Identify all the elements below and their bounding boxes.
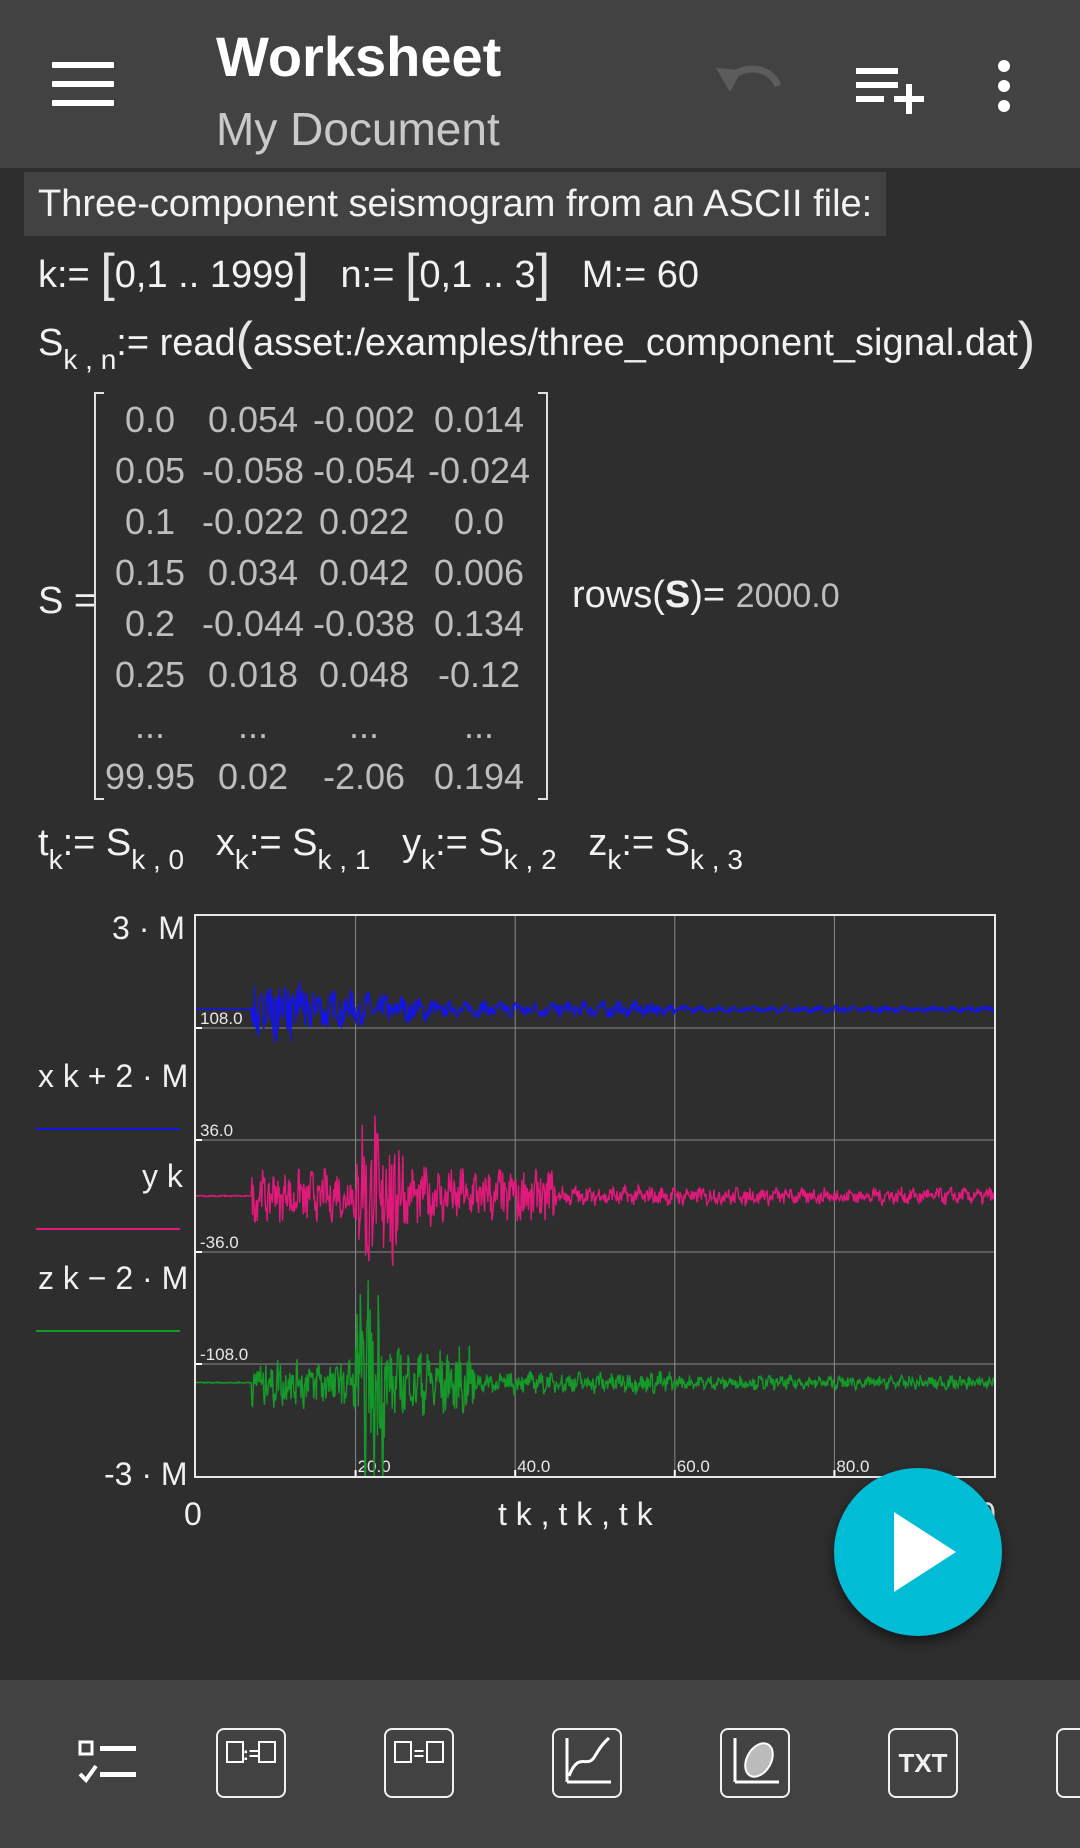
svg-text:=: = <box>414 1744 425 1764</box>
page-title: Worksheet <box>216 25 502 88</box>
text-cell[interactable]: Three-component seismogram from an ASCII… <box>24 172 887 236</box>
matrix-cell: 0.054 <box>207 398 299 440</box>
k-range-start: 0,1 <box>114 254 168 296</box>
matrix-cell: -0.044 <box>201 602 305 644</box>
y-max-label: 3 · M <box>112 910 185 946</box>
bottom-toolbar: := = TXT <box>0 1680 1080 1848</box>
legend-y-line <box>36 1228 180 1230</box>
undo-icon[interactable] <box>708 52 788 122</box>
matrix-cell: 0.014 <box>433 398 525 440</box>
rows-value: 2000.0 <box>735 577 840 615</box>
svg-text::=: := <box>243 1744 260 1764</box>
equation-icon[interactable]: = <box>384 1728 454 1798</box>
matrix-cell: 0.006 <box>433 551 525 593</box>
matrix-cell: 0.2 <box>124 602 176 644</box>
add-list-icon[interactable] <box>852 52 932 122</box>
file-path: asset:/examples/three_component_signal.d… <box>252 322 1018 364</box>
k-range-end: 1999 <box>209 254 295 296</box>
matrix-row: 0.05 -0.058 -0.054 -0.024 <box>100 445 536 496</box>
text-cell-button[interactable]: TXT <box>888 1728 958 1798</box>
matrix-cell: 0.034 <box>207 551 299 593</box>
y-tick-label: -36.0 <box>200 1233 239 1252</box>
worksheet: Three-component seismogram from an ASCII… <box>0 168 1080 1680</box>
3d-plot-icon[interactable] <box>720 1728 790 1798</box>
component-defs[interactable]: tk:= Sk , 0 xk:= Sk , 1 yk:= Sk , 2 zk:=… <box>38 822 743 875</box>
series-line-1 <box>195 1115 995 1266</box>
matrix-cell: 0.042 <box>318 551 410 593</box>
matrix-cell: 0.02 <box>217 755 289 797</box>
matrix-cell: -0.058 <box>201 449 305 491</box>
x-tick-label: 40.0 <box>517 1457 550 1476</box>
matrix-cell: 0.1 <box>124 500 176 542</box>
matrix-cell: -0.002 <box>312 398 416 440</box>
matrix-cell: 0.15 <box>114 551 186 593</box>
definition-icon[interactable]: := <box>216 1728 286 1798</box>
legend-z-line <box>36 1330 180 1332</box>
matrix-cell: -0.022 <box>201 500 305 542</box>
y-tick-label: -108.0 <box>200 1345 248 1364</box>
x-min-label: 0 <box>184 1496 202 1532</box>
menu-icon[interactable] <box>52 62 114 106</box>
matrix-cell: ... <box>134 704 165 746</box>
series-line-0 <box>195 980 995 1043</box>
document-name: My Document <box>216 103 500 155</box>
matrix-cell: 0.048 <box>318 653 410 695</box>
legend-x-line <box>36 1128 180 1130</box>
matrix-cell: 0.0 <box>453 500 505 542</box>
play-icon <box>894 1512 956 1592</box>
y-tick-label: 36.0 <box>200 1121 233 1140</box>
checklist-icon[interactable] <box>76 1738 140 1793</box>
read-expression[interactable]: Sk , n:= read(asset:/examples/three_comp… <box>38 312 1036 375</box>
matrix-row: 0.15 0.034 0.042 0.006 <box>100 547 536 598</box>
matrix-row: 0.0 0.054 -0.002 0.014 <box>100 394 536 445</box>
series-line-2 <box>195 1280 995 1483</box>
x-tick-label: 80.0 <box>836 1457 869 1476</box>
legend-y: y k <box>142 1158 183 1194</box>
overflow-menu-icon[interactable] <box>984 52 1044 122</box>
matrix-cell: -0.024 <box>427 449 531 491</box>
matrix-row: 99.95 0.02 -2.06 0.194 <box>100 751 536 802</box>
matrix-cell: -0.12 <box>437 653 521 695</box>
n-range-end: 3 <box>514 254 536 296</box>
matrix-brackets <box>94 392 548 800</box>
rows-result[interactable]: rows(S)= 2000.0 <box>572 574 840 616</box>
y-tick-label: 108.0 <box>200 1009 243 1028</box>
matrix-cell: 0.25 <box>114 653 186 695</box>
image-icon[interactable] <box>1056 1728 1080 1798</box>
matrix-cell: ... <box>348 704 379 746</box>
m-value: 60 <box>656 254 699 296</box>
matrix-cell: -2.06 <box>322 755 406 797</box>
matrix-cell: 0.0 <box>124 398 176 440</box>
matrix-row: 0.25 0.018 0.048 -0.12 <box>100 649 536 700</box>
x-axis-label: t k , t k , t k <box>498 1496 653 1532</box>
matrix-row: 0.1 -0.022 0.022 0.0 <box>100 496 536 547</box>
legend-z: z k − 2 · M <box>38 1260 189 1296</box>
plot-icon[interactable] <box>552 1728 622 1798</box>
matrix-cell: 0.022 <box>318 500 410 542</box>
matrix-label: S = <box>38 580 97 622</box>
y-min-label: -3 · M <box>104 1456 188 1492</box>
matrix-cell: 0.018 <box>207 653 299 695</box>
run-button[interactable] <box>834 1468 1002 1636</box>
matrix-cell: ... <box>463 704 494 746</box>
plot-area[interactable]: 20.0 40.0 60.0 80.0 108.0 36.0 -36.0 -108.0 <box>194 914 996 1483</box>
matrix-row: ............ <box>100 700 536 751</box>
definitions-row[interactable]: k:= [0,1 .. 1999] n:= [0,1 .. 3] M:= 60 <box>38 244 699 302</box>
matrix-cell: 99.95 <box>104 755 196 797</box>
legend-x: x k + 2 · M <box>38 1058 189 1094</box>
matrix-cell: -0.054 <box>312 449 416 491</box>
n-range-start: 0,1 <box>419 254 473 296</box>
x-tick-label: 60.0 <box>677 1457 710 1476</box>
matrix-cell: 0.134 <box>433 602 525 644</box>
matrix-cell: -0.038 <box>312 602 416 644</box>
app-bar: Worksheet My Document <box>0 0 1080 168</box>
text-tool-label: TXT <box>898 1748 948 1778</box>
matrix-cell: ... <box>237 704 268 746</box>
matrix-cell: 0.194 <box>433 755 525 797</box>
matrix-row: 0.2 -0.044 -0.038 0.134 <box>100 598 536 649</box>
matrix-cell: 0.05 <box>114 449 186 491</box>
matrix-result[interactable]: 0.0 0.054 -0.002 0.014 0.05 -0.058 -0.054 -0.02… <box>100 394 536 802</box>
